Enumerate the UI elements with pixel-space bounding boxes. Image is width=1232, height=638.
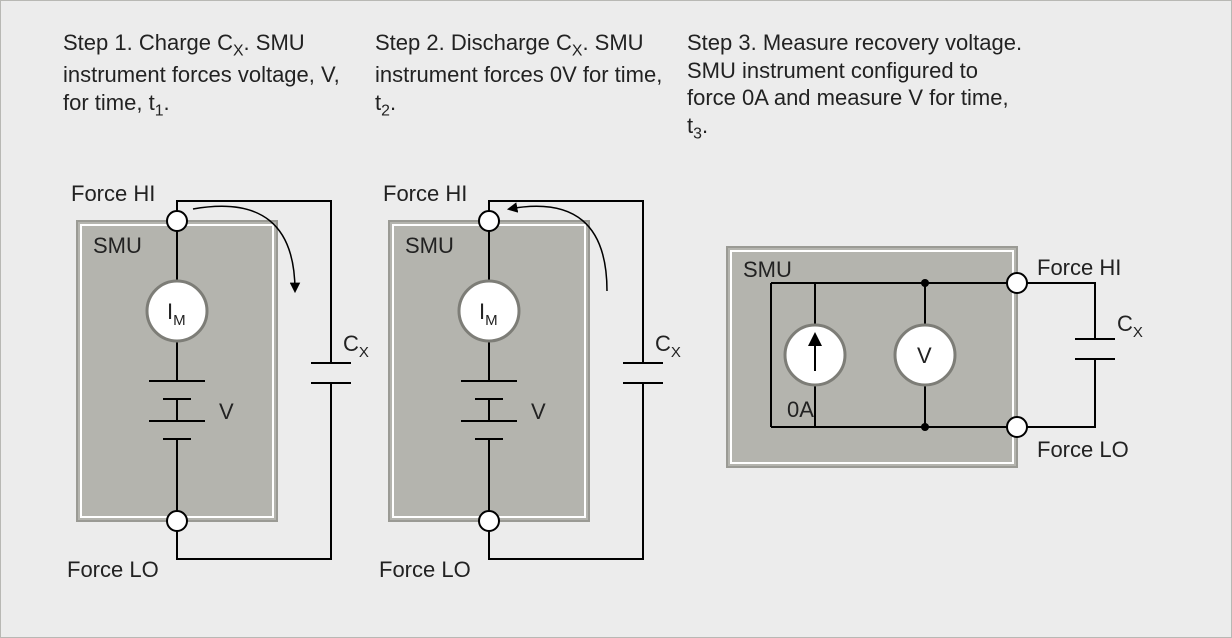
- smu-label: SMU: [405, 233, 454, 258]
- smu-label: SMU: [93, 233, 142, 258]
- src-label: 0A: [787, 397, 814, 422]
- vm-label: V: [917, 343, 932, 368]
- vsrc-label: V: [219, 399, 234, 424]
- force-lo-label: Force LO: [379, 557, 471, 582]
- force-hi-label: Force HI: [383, 181, 467, 206]
- terminal-lo: [1007, 417, 1027, 437]
- terminal-hi: [479, 211, 499, 231]
- step2-circuit: SMU V IM CX Force HI Force LO: [353, 171, 693, 611]
- wire-ext-top: [1027, 283, 1095, 339]
- step1-circuit: SMU V IM CX Force HI For: [41, 171, 381, 611]
- terminal-hi: [1007, 273, 1027, 293]
- meter-circle: [147, 281, 207, 341]
- force-hi-label: Force HI: [71, 181, 155, 206]
- step3-caption: Step 3. Measure recovery voltage. SMU in…: [687, 29, 1027, 144]
- force-lo-label: Force LO: [1037, 437, 1129, 462]
- terminal-hi: [167, 211, 187, 231]
- node-top: [921, 279, 929, 287]
- meter-circle: [459, 281, 519, 341]
- diagram-canvas: Step 1. Charge CX. SMU instrument forces…: [0, 0, 1232, 638]
- step1-caption: Step 1. Charge CX. SMU instrument forces…: [63, 29, 363, 121]
- vsrc-label: V: [531, 399, 546, 424]
- step2-caption: Step 2. Discharge CX. SMU instrument for…: [375, 29, 675, 121]
- force-hi-label: Force HI: [1037, 255, 1121, 280]
- cap-label: CX: [1117, 311, 1143, 341]
- cap-label: CX: [655, 331, 681, 361]
- node-bot: [921, 423, 929, 431]
- force-lo-label: Force LO: [67, 557, 159, 582]
- terminal-lo: [479, 511, 499, 531]
- wire-ext-bot: [1027, 359, 1095, 427]
- step3-circuit: SMU 0A V CX Force HI Force LO: [687, 217, 1227, 547]
- smu-label: SMU: [743, 257, 792, 282]
- terminal-lo: [167, 511, 187, 531]
